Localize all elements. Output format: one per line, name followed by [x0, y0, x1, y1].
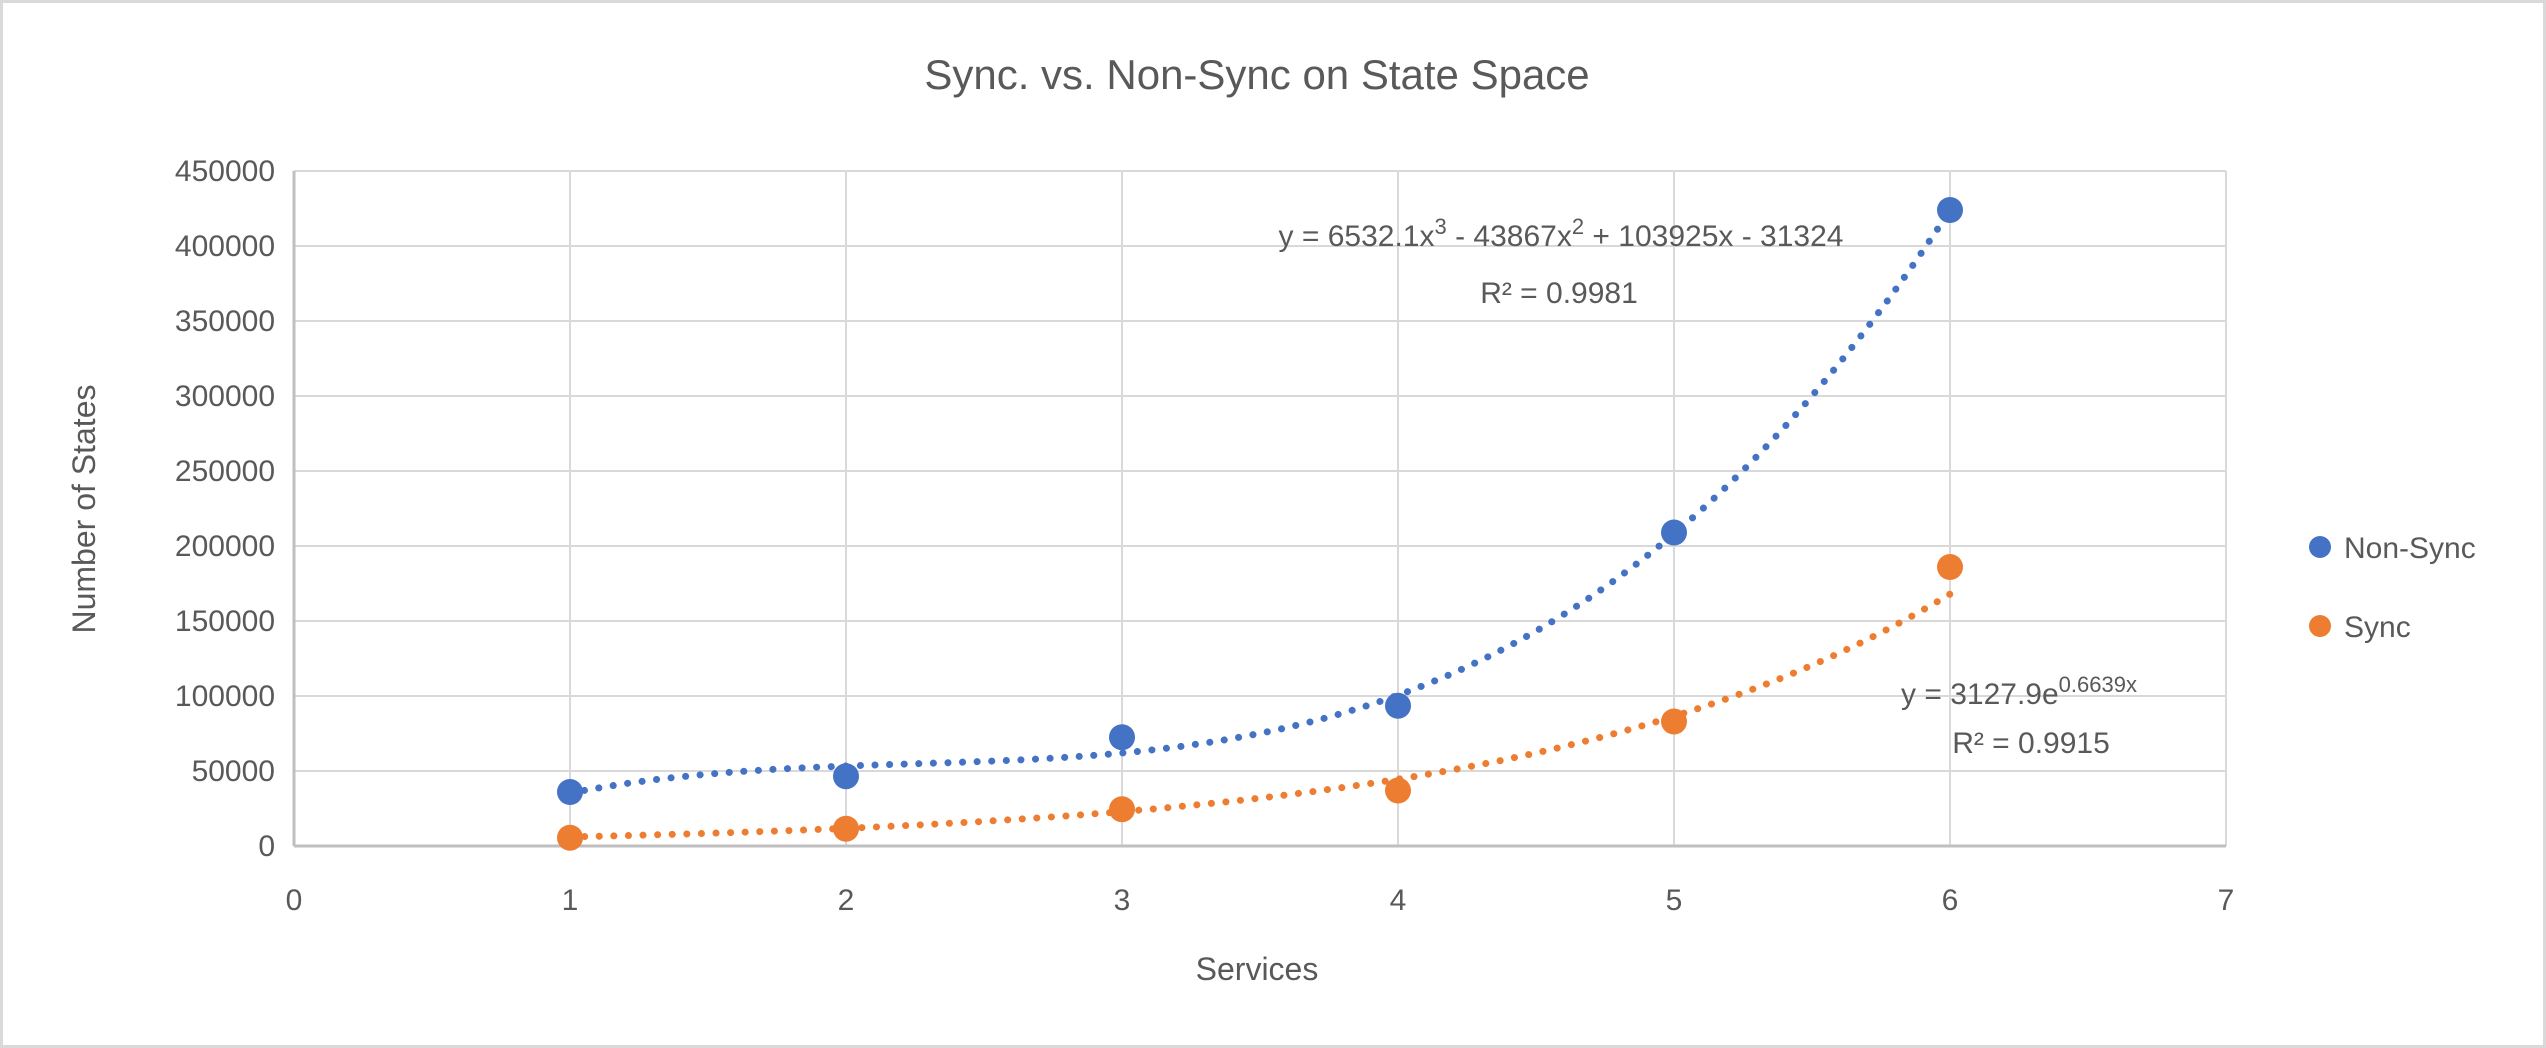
x-axis-tick-labels: 0 1 2 3 4 5 6 7: [286, 884, 2235, 917]
data-point-non-sync: [557, 779, 583, 805]
y-tick-label: 400000: [175, 230, 275, 263]
data-point-non-sync: [833, 763, 859, 790]
legend-marker-non-sync: [2309, 536, 2331, 558]
trendline-sync: [566, 590, 1954, 841]
legend-label-sync: Sync: [2344, 611, 2411, 644]
data-point-non-sync: [1937, 197, 1963, 223]
data-point-sync: [1937, 554, 1963, 580]
x-tick-label: 0: [286, 884, 303, 917]
chart-title: Sync. vs. Non-Sync on State Space: [924, 51, 1589, 98]
data-point-sync: [1109, 796, 1135, 823]
data-point-sync: [557, 824, 583, 851]
y-tick-label: 0: [258, 830, 275, 863]
x-tick-label: 2: [838, 884, 855, 917]
y-tick-label: 250000: [175, 455, 275, 488]
x-tick-label: 5: [1666, 884, 1683, 917]
data-point-non-sync: [1385, 692, 1411, 719]
x-axis-title: Services: [1196, 951, 1319, 987]
y-axis-tick-labels: 0 50000 100000 150000 200000 250000 300000 3500…: [175, 155, 275, 863]
data-point-non-sync: [1109, 724, 1135, 751]
legend: Non-Sync Sync: [2309, 532, 2476, 644]
data-point-non-sync: [1661, 519, 1687, 546]
data-point-sync: [1661, 708, 1687, 735]
y-tick-label: 100000: [175, 680, 275, 713]
gridlines: [294, 170, 2227, 846]
y-tick-label: 300000: [175, 380, 275, 413]
y-tick-label: 450000: [175, 155, 275, 188]
trendline-r2-non-sync: R² = 0.9981: [1480, 277, 1638, 310]
data-point-sync: [1385, 777, 1411, 804]
axis-lines: [292, 171, 2226, 848]
trendline-equation-non-sync: y = 6532.1x3 - 43867x2 + 103925x - 31324: [1279, 214, 1844, 253]
legend-label-non-sync: Non-Sync: [2344, 532, 2476, 565]
y-tick-label: 50000: [192, 755, 275, 788]
y-tick-label: 150000: [175, 605, 275, 638]
x-tick-label: 6: [1942, 884, 1959, 917]
trendline-equation-sync: y = 3127.9e0.6639x: [1901, 672, 2137, 711]
y-tick-label: 350000: [175, 305, 275, 338]
legend-marker-sync: [2309, 615, 2331, 637]
data-point-sync: [833, 815, 859, 842]
x-tick-label: 4: [1390, 884, 1407, 917]
trendline-non-sync: [566, 206, 1954, 797]
trendlines: [566, 206, 1954, 841]
x-tick-label: 1: [562, 884, 579, 917]
y-tick-label: 200000: [175, 530, 275, 563]
scatter-chart: 0500001000001500002000002500003000003500…: [66, 51, 2476, 987]
x-tick-label: 3: [1114, 884, 1131, 917]
data-points: [557, 197, 1963, 851]
y-axis-title: Number of States: [66, 385, 102, 634]
trendline-r2-sync: R² = 0.9915: [1952, 727, 2110, 760]
x-tick-label: 7: [2218, 884, 2235, 917]
